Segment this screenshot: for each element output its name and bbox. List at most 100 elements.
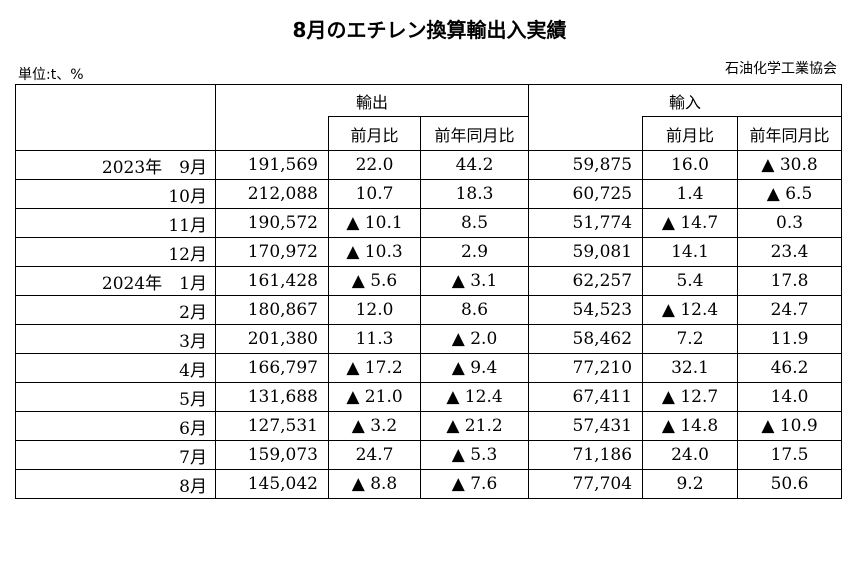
period-cell: 2024年 1月: [15, 266, 216, 296]
import-volume-cell: 54,523: [528, 295, 644, 325]
export-yoy-cell: ▲ 3.1: [419, 266, 530, 296]
import-volume-cell: 62,257: [528, 266, 644, 296]
export-yoy-cell: ▲ 5.3: [419, 440, 530, 470]
export-yoy-cell: 2.9: [419, 237, 530, 267]
import-volume-cell: 77,210: [528, 353, 644, 383]
export-yoy-cell: 8.5: [419, 208, 530, 238]
import-volume-cell: 57,431: [528, 411, 644, 441]
import-volume-cell: 59,875: [528, 150, 644, 180]
export-mom-cell: ▲ 17.2: [328, 353, 421, 383]
import-volume-cell: 60,725: [528, 179, 644, 209]
export-mom-cell: 12.0: [328, 295, 421, 325]
import-mom-cell: 9.2: [642, 469, 739, 499]
header-import-mom: 前月比: [642, 116, 739, 151]
import-mom-cell: 1.4: [642, 179, 739, 209]
table-row: 10月 212,088 10.7 18.3 60,725 1.4 ▲ 6.5: [15, 179, 843, 209]
export-yoy-cell: ▲ 12.4: [419, 382, 530, 412]
table-row: 7月 159,073 24.7 ▲ 5.3 71,186 24.0 17.5: [15, 440, 843, 470]
export-volume-cell: 127,531: [215, 411, 329, 441]
export-volume-cell: 190,572: [215, 208, 329, 238]
import-yoy-cell: 46.2: [737, 353, 843, 383]
export-mom-cell: ▲ 10.3: [328, 237, 421, 267]
table-row: 8月 145,042 ▲ 8.8 ▲ 7.6 77,704 9.2 50.6: [15, 469, 843, 499]
import-volume-cell: 77,704: [528, 469, 644, 499]
period-cell: 2023年 9月: [15, 150, 216, 180]
header-import-yoy: 前年同月比: [737, 116, 843, 151]
import-yoy-cell: 50.6: [737, 469, 843, 499]
import-mom-cell: 5.4: [642, 266, 739, 296]
import-mom-cell: ▲ 14.8: [642, 411, 739, 441]
export-mom-cell: 11.3: [328, 324, 421, 354]
import-yoy-cell: 23.4: [737, 237, 843, 267]
import-volume-cell: 59,081: [528, 237, 644, 267]
export-yoy-cell: ▲ 2.0: [419, 324, 530, 354]
period-cell: 6月: [15, 411, 216, 441]
period-cell: 2月: [15, 295, 216, 325]
import-volume-cell: 67,411: [528, 382, 644, 412]
export-volume-cell: 170,972: [215, 237, 329, 267]
import-yoy-cell: 17.8: [737, 266, 843, 296]
trade-table: 輸出 輸入 前月比 前年同月比 前月比 前年同月比 2023年 9月 191,5…: [15, 84, 843, 499]
import-mom-cell: 16.0: [642, 150, 739, 180]
header-export-mom: 前月比: [328, 116, 421, 151]
table-row: 6月 127,531 ▲ 3.2 ▲ 21.2 57,431 ▲ 14.8 ▲ …: [15, 411, 843, 441]
import-yoy-cell: 17.5: [737, 440, 843, 470]
import-mom-cell: 32.1: [642, 353, 739, 383]
export-mom-cell: 22.0: [328, 150, 421, 180]
export-mom-cell: ▲ 5.6: [328, 266, 421, 296]
header-row-group: 輸出 輸入: [15, 84, 843, 117]
header-export-yoy: 前年同月比: [419, 116, 530, 151]
export-mom-cell: 10.7: [328, 179, 421, 209]
import-volume-cell: 58,462: [528, 324, 644, 354]
period-cell: 8月: [15, 469, 216, 499]
export-volume-cell: 131,688: [215, 382, 329, 412]
import-yoy-cell: ▲ 30.8: [737, 150, 843, 180]
import-yoy-cell: 11.9: [737, 324, 843, 354]
header-export-group: 輸出: [214, 84, 530, 117]
table-row: 5月 131,688 ▲ 21.0 ▲ 12.4 67,411 ▲ 12.7 1…: [15, 382, 843, 412]
table-row: 2月 180,867 12.0 8.6 54,523 ▲ 12.4 24.7: [15, 295, 843, 325]
export-yoy-cell: ▲ 7.6: [419, 469, 530, 499]
period-cell: 4月: [15, 353, 216, 383]
export-mom-cell: ▲ 8.8: [328, 469, 421, 499]
import-yoy-cell: 24.7: [737, 295, 843, 325]
export-volume-cell: 159,073: [215, 440, 329, 470]
export-yoy-cell: 44.2: [419, 150, 530, 180]
export-mom-cell: ▲ 10.1: [328, 208, 421, 238]
export-yoy-cell: ▲ 21.2: [419, 411, 530, 441]
unit-label: 単位:t、%: [18, 67, 84, 83]
export-volume-cell: 201,380: [215, 324, 329, 354]
header-corner-lower: [15, 116, 216, 151]
export-yoy-cell: 18.3: [419, 179, 530, 209]
import-yoy-cell: ▲ 6.5: [737, 179, 843, 209]
header-corner: [15, 84, 216, 117]
source-label: 石油化学工業協会: [725, 61, 837, 77]
import-mom-cell: ▲ 12.4: [642, 295, 739, 325]
export-volume-cell: 161,428: [215, 266, 329, 296]
export-volume-cell: 180,867: [215, 295, 329, 325]
export-yoy-cell: ▲ 9.4: [419, 353, 530, 383]
period-cell: 12月: [15, 237, 216, 267]
table-body: 2023年 9月 191,569 22.0 44.2 59,875 16.0 ▲…: [15, 150, 843, 499]
header-export-label: 輸出: [356, 92, 389, 112]
export-volume-cell: 166,797: [215, 353, 329, 383]
import-mom-cell: 24.0: [642, 440, 739, 470]
period-cell: 3月: [15, 324, 216, 354]
table-row: 3月 201,380 11.3 ▲ 2.0 58,462 7.2 11.9: [15, 324, 843, 354]
export-mom-cell: ▲ 3.2: [328, 411, 421, 441]
import-yoy-cell: ▲ 10.9: [737, 411, 843, 441]
period-cell: 5月: [15, 382, 216, 412]
period-cell: 7月: [15, 440, 216, 470]
import-volume-cell: 71,186: [528, 440, 644, 470]
header-import-volume: [528, 116, 644, 151]
import-yoy-cell: 14.0: [737, 382, 843, 412]
header-export-volume: [215, 116, 329, 151]
table-row: 2024年 1月 161,428 ▲ 5.6 ▲ 3.1 62,257 5.4 …: [15, 266, 843, 296]
export-volume-cell: 212,088: [215, 179, 329, 209]
table-row: 4月 166,797 ▲ 17.2 ▲ 9.4 77,210 32.1 46.2: [15, 353, 843, 383]
export-mom-cell: ▲ 21.0: [328, 382, 421, 412]
export-volume-cell: 191,569: [215, 150, 329, 180]
table-row: 2023年 9月 191,569 22.0 44.2 59,875 16.0 ▲…: [15, 150, 843, 180]
period-cell: 10月: [15, 179, 216, 209]
import-mom-cell: 7.2: [642, 324, 739, 354]
